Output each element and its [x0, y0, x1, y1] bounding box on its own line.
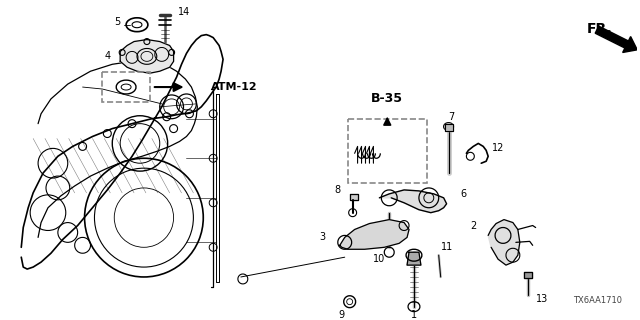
Text: B-35: B-35: [371, 92, 403, 105]
Polygon shape: [349, 194, 358, 200]
Text: 12: 12: [492, 143, 504, 153]
Text: 14: 14: [179, 7, 191, 17]
Bar: [102, 72, 150, 102]
Text: 9: 9: [339, 309, 345, 320]
Polygon shape: [120, 40, 173, 73]
Text: 5: 5: [114, 17, 120, 27]
Text: 2: 2: [470, 220, 476, 230]
Text: 10: 10: [373, 254, 385, 264]
Polygon shape: [340, 220, 409, 249]
Text: 8: 8: [335, 185, 341, 195]
Polygon shape: [445, 124, 452, 131]
Bar: [348, 119, 427, 183]
Text: 3: 3: [319, 232, 325, 243]
Text: FR.: FR.: [587, 22, 613, 36]
Text: 4: 4: [104, 52, 110, 61]
Text: 13: 13: [536, 294, 548, 304]
Text: 7: 7: [449, 112, 454, 122]
Text: 1: 1: [411, 309, 417, 320]
Text: TX6AA1710: TX6AA1710: [573, 296, 621, 305]
FancyArrow shape: [595, 26, 637, 52]
Text: 11: 11: [440, 242, 452, 252]
Text: ATM-12: ATM-12: [211, 82, 258, 92]
Polygon shape: [488, 220, 520, 265]
Polygon shape: [380, 190, 447, 213]
Polygon shape: [524, 272, 532, 278]
Text: 6: 6: [460, 189, 467, 199]
Polygon shape: [407, 252, 421, 265]
